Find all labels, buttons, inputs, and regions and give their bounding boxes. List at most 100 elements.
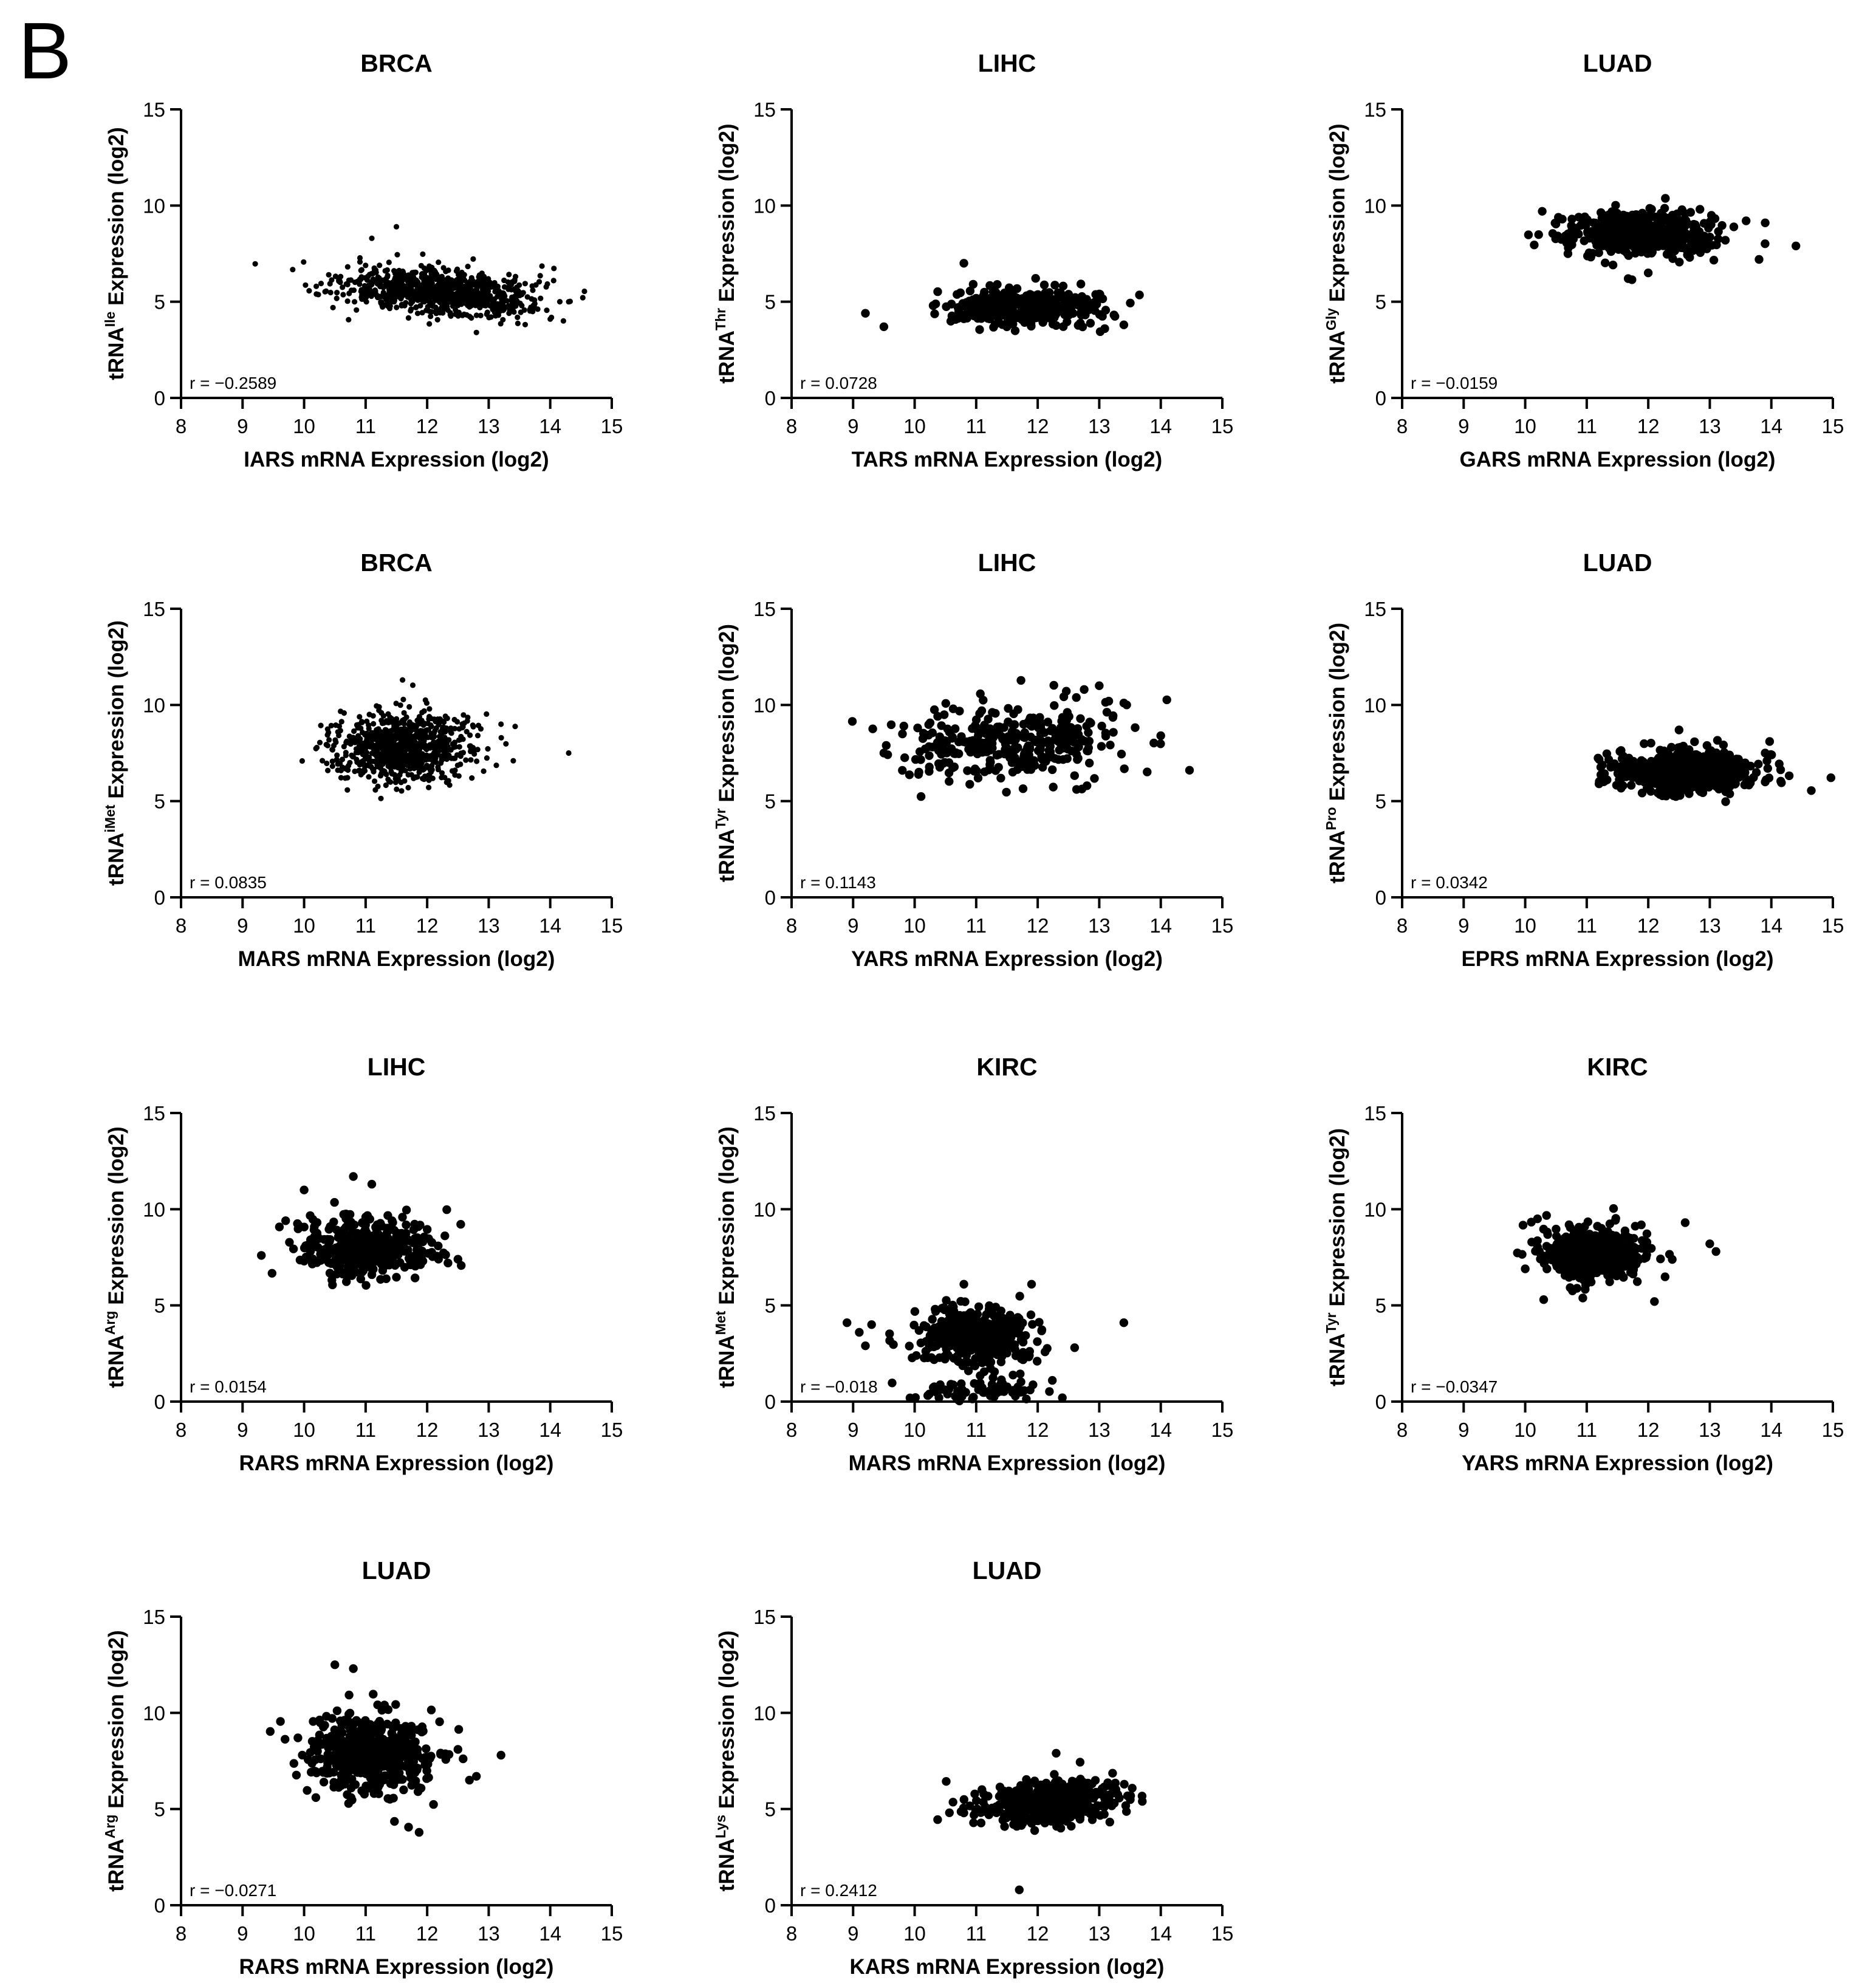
x-tick-label: 12 xyxy=(1637,415,1660,437)
x-tick-label: 13 xyxy=(1088,914,1111,937)
data-point xyxy=(984,1307,993,1316)
data-point xyxy=(1048,765,1057,775)
data-point xyxy=(428,722,434,728)
data-point xyxy=(433,307,439,313)
data-point xyxy=(440,739,446,745)
data-point xyxy=(358,267,365,273)
x-tick-label: 8 xyxy=(1397,415,1408,437)
data-point xyxy=(324,726,330,732)
data-point xyxy=(456,1220,465,1229)
data-point xyxy=(1792,241,1801,250)
data-point xyxy=(1606,761,1616,770)
data-point xyxy=(1686,208,1695,217)
data-point xyxy=(1580,236,1589,245)
data-point xyxy=(355,749,362,755)
data-point xyxy=(1632,1277,1642,1286)
data-point xyxy=(386,306,393,312)
data-point xyxy=(1609,1204,1618,1213)
data-point xyxy=(478,312,484,319)
data-point xyxy=(356,1239,366,1248)
y-axis-label-suffix: Expression (log2) xyxy=(715,124,739,308)
y-tick-label: 15 xyxy=(1364,1102,1386,1125)
x-tick-label: 13 xyxy=(1699,415,1721,437)
data-point xyxy=(1608,261,1618,270)
data-point xyxy=(436,259,442,265)
data-point xyxy=(500,317,506,323)
data-point xyxy=(993,280,1002,289)
data-point xyxy=(435,716,441,722)
data-point xyxy=(1826,773,1835,783)
x-tick-label: 13 xyxy=(478,914,500,937)
data-point xyxy=(1657,783,1666,792)
data-points xyxy=(843,1279,1129,1406)
data-point xyxy=(439,775,445,781)
data-point xyxy=(378,795,384,801)
y-axis-label-suffix: Expression (log2) xyxy=(715,1126,739,1310)
data-point xyxy=(426,321,433,327)
data-point xyxy=(330,304,336,310)
data-point xyxy=(389,727,395,733)
data-point xyxy=(479,270,485,276)
y-axis-label: tRNAGly Expression (log2) xyxy=(1323,124,1349,384)
x-tick-label: 12 xyxy=(416,1419,439,1441)
data-point xyxy=(453,311,459,317)
data-point xyxy=(375,783,381,789)
data-point xyxy=(951,315,960,324)
data-point xyxy=(1080,685,1089,694)
x-tick-label: 12 xyxy=(416,914,439,937)
data-point xyxy=(382,755,388,761)
y-tick-label: 5 xyxy=(1375,1295,1386,1317)
data-point xyxy=(888,1379,897,1388)
data-point xyxy=(474,747,481,753)
data-point xyxy=(299,758,305,764)
data-point xyxy=(498,735,504,741)
data-point xyxy=(868,724,877,733)
data-point xyxy=(1646,205,1656,214)
y-tick-label: 10 xyxy=(1364,194,1386,217)
data-point xyxy=(1029,716,1038,725)
data-point xyxy=(962,298,971,307)
data-point xyxy=(1185,765,1194,775)
data-point xyxy=(448,277,454,283)
data-point xyxy=(323,1235,332,1244)
x-tick-label: 15 xyxy=(1822,914,1844,937)
data-point xyxy=(358,719,365,725)
data-point xyxy=(867,1320,876,1329)
data-point xyxy=(924,720,933,729)
y-axis-label-prefix: tRNA xyxy=(104,1335,128,1388)
data-point xyxy=(959,314,968,323)
data-points xyxy=(1513,1204,1720,1306)
data-point xyxy=(428,313,434,320)
y-tick-label: 10 xyxy=(1364,694,1386,716)
data-point xyxy=(434,750,440,756)
y-axis-label-prefix: tRNA xyxy=(1326,1334,1349,1386)
data-point xyxy=(267,1269,276,1278)
data-point xyxy=(372,1220,382,1230)
data-point xyxy=(915,747,925,756)
data-point xyxy=(394,728,400,735)
data-point xyxy=(971,295,981,304)
data-point xyxy=(493,307,499,313)
data-point xyxy=(1024,752,1033,761)
data-point xyxy=(429,280,435,286)
data-point xyxy=(443,1258,453,1268)
x-tick-label: 8 xyxy=(786,914,797,937)
data-point xyxy=(440,306,447,312)
y-axis-label-superscript: Arg xyxy=(102,1311,118,1335)
data-point xyxy=(1720,236,1730,245)
data-point xyxy=(1039,280,1049,290)
chart-title: LUAD xyxy=(1583,549,1652,577)
correlation-annotation: r = 0.0154 xyxy=(190,1377,267,1396)
data-point xyxy=(320,758,326,764)
data-point xyxy=(511,309,517,315)
data-point xyxy=(965,286,975,296)
data-point xyxy=(996,773,1005,783)
data-point xyxy=(843,1318,852,1327)
data-point xyxy=(434,317,440,323)
data-point xyxy=(338,708,344,714)
data-point xyxy=(285,1238,294,1247)
data-point xyxy=(486,283,492,289)
data-point xyxy=(1010,299,1019,308)
